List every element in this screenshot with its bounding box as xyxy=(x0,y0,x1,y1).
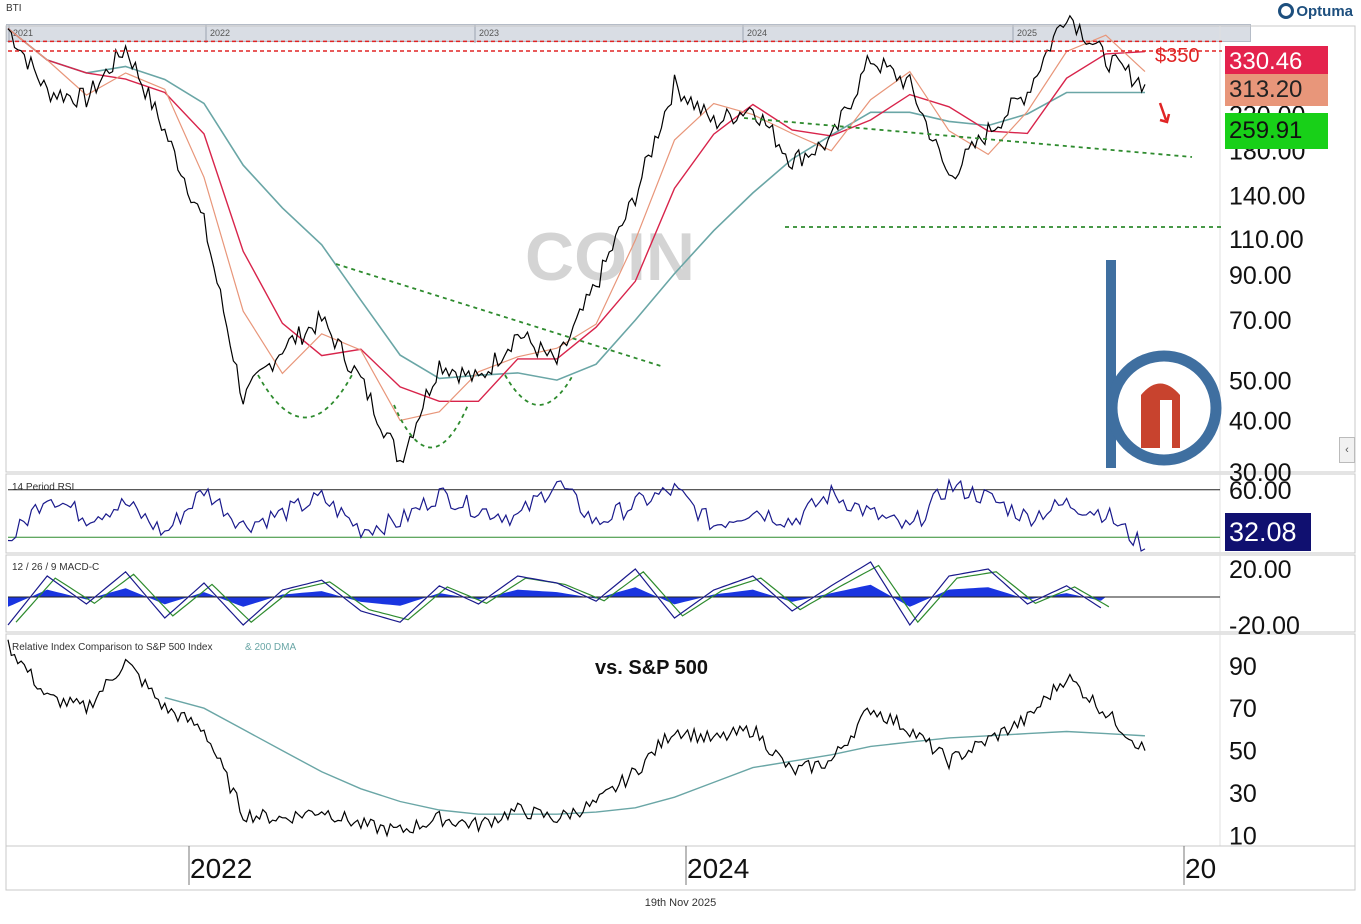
rsi-tick-label: 60.00 xyxy=(1229,477,1292,505)
rsi-value-label: 32.08 xyxy=(1229,517,1297,547)
brand-logo: Optuma xyxy=(1278,3,1353,20)
price-tick-label: 40.00 xyxy=(1229,407,1292,435)
ema-slow-line xyxy=(7,27,1146,402)
panel-collapse-arrow[interactable]: ‹ xyxy=(1339,437,1355,463)
navigator-year-label: 2021 xyxy=(13,28,33,38)
price-panel: COIN 30.00 40.00 50.00 70.00 90.00 110.00 140.… xyxy=(7,14,1305,487)
brand-name: Optuma xyxy=(1296,3,1353,20)
macd-tick-label: -20.00 xyxy=(1229,612,1300,640)
pattern-arc xyxy=(393,404,469,449)
pattern-arc xyxy=(257,374,353,419)
price-tag-259-label: 259.91 xyxy=(1229,117,1303,144)
sma-long-line xyxy=(7,27,1145,381)
chart-title-watermark: COIN xyxy=(525,219,695,295)
price-tag-259: 259.91 xyxy=(1225,113,1328,149)
rsi-title: 14 Period RSI xyxy=(12,482,74,493)
macd-histogram xyxy=(8,584,1106,607)
pattern-arc xyxy=(504,374,574,406)
macd-title: 12 / 26 / 9 MACD-C xyxy=(12,562,99,573)
x-axis-label: 2024 xyxy=(687,853,749,884)
relative-tick-label: 50 xyxy=(1229,738,1257,766)
price-tag-330: 330.46 xyxy=(1225,46,1328,78)
target-annotation: $350 xyxy=(1155,45,1200,67)
relative-panel: Relative Index Comparison to S&P 500 Ind… xyxy=(7,639,1257,850)
relative-title: Relative Index Comparison to S&P 500 Ind… xyxy=(12,642,213,653)
navigator-svg: 2021 2022 2023 2024 2025 xyxy=(8,25,1037,43)
macd-signal-line xyxy=(15,564,1110,624)
navigator-year-label: 2023 xyxy=(479,28,499,38)
price-tick-label: 30.00 xyxy=(1229,459,1292,487)
relative-dma-line xyxy=(164,696,1146,815)
macd-line xyxy=(7,561,1102,627)
price-line xyxy=(7,14,1146,464)
down-arrow-icon xyxy=(1158,102,1171,124)
neckline xyxy=(335,263,665,368)
bm-logo-letter xyxy=(1141,383,1180,448)
rsi-line xyxy=(7,477,1146,552)
date-navigator[interactable]: 2021 2022 2023 2024 2025 xyxy=(6,24,1251,43)
relative-tick-label: 30 xyxy=(1229,780,1257,808)
trendline-upper xyxy=(743,117,1193,158)
symbol-label: BTI xyxy=(6,3,22,14)
rsi-panel-border xyxy=(5,473,1356,554)
price-tag-313-label: 313.20 xyxy=(1229,76,1303,103)
bm-logo-ring xyxy=(1106,350,1222,466)
price-tick-label: 70.00 xyxy=(1229,307,1292,335)
x-axis-label: 20 xyxy=(1185,853,1216,884)
relative-tick-label: 90 xyxy=(1229,653,1257,681)
x-axis-band xyxy=(5,845,1356,891)
price-tag-330-label: 330.46 xyxy=(1229,48,1303,75)
macd-panel-border xyxy=(5,554,1356,633)
rsi-value-tag: 32.08 xyxy=(1225,513,1311,551)
x-axis-label: 2022 xyxy=(190,853,252,884)
navigator-year-label: 2025 xyxy=(1017,28,1037,38)
navigator-year-label: 2024 xyxy=(747,28,767,38)
ema-fast-line xyxy=(7,28,1146,422)
rsi-panel: 14 Period RSI 60.00 xyxy=(7,477,1292,552)
price-tick-label: 140.00 xyxy=(1229,183,1305,211)
price-tag-313: 313.20 xyxy=(1225,74,1328,106)
relative-line xyxy=(7,639,1146,838)
price-tick-label: 50.00 xyxy=(1229,367,1292,395)
optuma-logo-icon xyxy=(1278,3,1295,19)
relative-tick-label: 70 xyxy=(1229,695,1257,723)
price-panel-border xyxy=(5,25,1356,473)
chart-date: 19th Nov 2025 xyxy=(644,897,717,909)
bm-logo-icon xyxy=(1106,260,1116,468)
price-tick-label: 110.00 xyxy=(1229,226,1304,254)
relative-annotation: vs. S&P 500 xyxy=(595,657,708,679)
price-tick-label: 90.00 xyxy=(1229,262,1292,290)
macd-tick-label: 20.00 xyxy=(1229,556,1292,584)
navigator-year-label: 2022 xyxy=(210,28,230,38)
macd-panel: 12 / 26 / 9 MACD-C 20.00 -20.00 xyxy=(7,556,1300,640)
relative-subtitle: & 200 DMA xyxy=(245,642,296,653)
